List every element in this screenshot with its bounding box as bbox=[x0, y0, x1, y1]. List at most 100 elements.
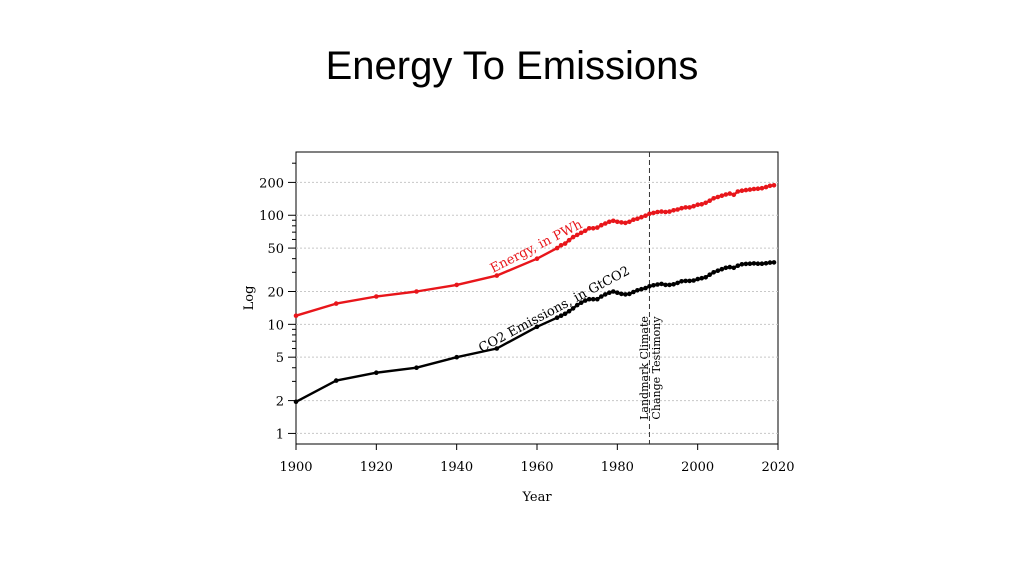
series-0-point-1910 bbox=[333, 301, 339, 306]
series-0-point-2005 bbox=[715, 194, 721, 200]
series-0-point-1983 bbox=[627, 219, 632, 225]
y-tick-label-100: 100 bbox=[259, 209, 284, 224]
series-1-point-1988 bbox=[647, 284, 652, 289]
x-tick-label-1940: 1940 bbox=[440, 460, 473, 475]
series-0-point-1993 bbox=[667, 209, 672, 214]
series-1-point-1974 bbox=[590, 296, 596, 302]
series-1-point-1981 bbox=[619, 291, 624, 297]
x-tick-label-1960: 1960 bbox=[520, 460, 553, 475]
series-group bbox=[293, 183, 777, 405]
series-0-point-1994 bbox=[671, 208, 676, 213]
series-0-point-1985 bbox=[635, 216, 640, 221]
series-1-point-1996 bbox=[679, 279, 684, 284]
series-1-point-1997 bbox=[683, 278, 688, 284]
x-tick-label-2020: 2020 bbox=[761, 460, 794, 475]
series-1-point-2006 bbox=[719, 266, 725, 272]
series-0-point-1997 bbox=[683, 205, 688, 210]
series-0-point-2018 bbox=[767, 183, 773, 189]
y-axis-title: Log bbox=[242, 286, 257, 311]
series-0-point-1992 bbox=[663, 209, 668, 215]
series-1-point-1967 bbox=[562, 311, 568, 317]
series-0-point-1920 bbox=[374, 294, 379, 299]
series-1-point-2004 bbox=[711, 270, 716, 275]
series-0-point-1940 bbox=[454, 282, 460, 288]
grid-lines bbox=[296, 181, 778, 434]
series-0-point-1986 bbox=[639, 214, 644, 220]
series-0-point-2007 bbox=[723, 192, 729, 197]
y-tick-label-200: 200 bbox=[259, 176, 284, 191]
series-0-point-1978 bbox=[607, 219, 612, 225]
series-0-point-1974 bbox=[590, 226, 596, 231]
series-0-point-1971 bbox=[578, 230, 584, 236]
series-1-point-1975 bbox=[595, 296, 600, 302]
series-1-point-1969 bbox=[570, 306, 576, 311]
series-0-point-1989 bbox=[651, 210, 656, 216]
series-0-point-1970 bbox=[574, 232, 580, 238]
series-0-point-1984 bbox=[631, 217, 636, 222]
series-0-point-1996 bbox=[679, 205, 684, 211]
series-0-point-2004 bbox=[711, 196, 716, 201]
series-1-point-1968 bbox=[566, 308, 572, 314]
series-0-point-1981 bbox=[619, 220, 624, 225]
series-1-point-1989 bbox=[651, 283, 656, 288]
series-0-point-1966 bbox=[558, 243, 564, 248]
series-1-point-2002 bbox=[703, 275, 708, 280]
series-1-point-1940 bbox=[454, 354, 460, 360]
series-1-point-2015 bbox=[755, 261, 761, 267]
series-1-point-1960 bbox=[534, 324, 540, 330]
series-1-point-1977 bbox=[603, 292, 608, 297]
y-tick-label-2: 2 bbox=[276, 395, 284, 410]
series-0-point-2006 bbox=[719, 193, 725, 198]
series-0-point-2010 bbox=[735, 189, 741, 194]
series-0-point-2013 bbox=[747, 187, 753, 192]
series-0-point-1965 bbox=[554, 245, 560, 251]
series-1-point-1987 bbox=[643, 285, 648, 291]
series-0-point-1975 bbox=[595, 225, 600, 230]
series-0-point-2008 bbox=[727, 191, 733, 196]
y-tick-label-50: 50 bbox=[267, 242, 284, 257]
x-axis-title: Year bbox=[521, 490, 552, 505]
testimony-label-line2: Change Testimony bbox=[650, 316, 663, 420]
series-0-point-1980 bbox=[615, 219, 620, 225]
series-1-point-2018 bbox=[767, 260, 773, 265]
series-0-point-1950 bbox=[494, 273, 500, 278]
series-1-point-1979 bbox=[611, 289, 616, 294]
energy-series-label: Energy, in PWh bbox=[488, 217, 585, 277]
series-1-point-1970 bbox=[574, 302, 580, 308]
series-1-point-1986 bbox=[639, 286, 644, 292]
x-axis: 1900 1920 1940 1960 1980 2000 2020 bbox=[279, 444, 795, 475]
series-0-point-1988 bbox=[647, 211, 652, 217]
series-1-point-2011 bbox=[739, 262, 745, 267]
series-0-point-1900 bbox=[293, 313, 299, 319]
series-1-point-2013 bbox=[747, 261, 753, 267]
co2-series-label: CO2 Emissions, in GtCO2 bbox=[476, 264, 632, 356]
series-0-point-1991 bbox=[659, 209, 664, 214]
series-1-point-2017 bbox=[763, 261, 769, 266]
series-1-point-1998 bbox=[687, 278, 692, 284]
series-1-point-1980 bbox=[615, 290, 620, 296]
series-1-point-1984 bbox=[631, 289, 636, 295]
series-0-point-1987 bbox=[643, 213, 648, 218]
series-1-point-1978 bbox=[607, 290, 612, 296]
series-0-point-2019 bbox=[771, 183, 777, 188]
series-0-point-2009 bbox=[731, 192, 737, 198]
x-tick-label-2000: 2000 bbox=[681, 460, 714, 475]
series-1-point-1972 bbox=[582, 298, 588, 303]
series-1-point-1992 bbox=[663, 282, 668, 288]
y-tick-label-20: 20 bbox=[267, 285, 284, 300]
series-1-point-1965 bbox=[554, 315, 560, 321]
series-0-point-1998 bbox=[687, 205, 692, 210]
series-1-point-1990 bbox=[655, 282, 660, 287]
series-1-point-1983 bbox=[627, 291, 632, 297]
series-1-point-1985 bbox=[635, 288, 640, 293]
testimony-label-line1: Landmark Climate bbox=[638, 316, 651, 420]
series-0-point-1976 bbox=[599, 222, 604, 228]
slide-title: Energy To Emissions bbox=[325, 44, 699, 88]
y-tick-label-1: 1 bbox=[276, 427, 284, 442]
series-0-point-1968 bbox=[566, 237, 572, 243]
series-1-point-1950 bbox=[494, 346, 500, 351]
x-tick-label-1900: 1900 bbox=[279, 460, 312, 475]
series-0-point-2001 bbox=[699, 202, 704, 207]
series-0-point-1969 bbox=[570, 234, 576, 240]
